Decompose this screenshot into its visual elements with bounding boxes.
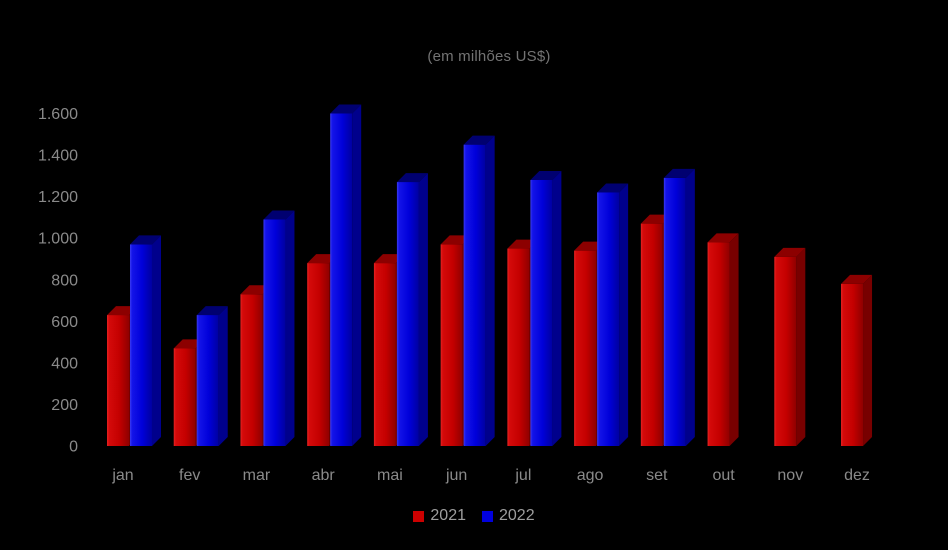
x-tick-label: ago	[577, 467, 604, 484]
y-tick-label: 800	[51, 272, 78, 289]
x-tick-label: mai	[377, 467, 403, 484]
bar-top-2021-nov	[774, 247, 806, 257]
x-tick-label: mar	[243, 467, 271, 484]
bar-top-2022-mai	[396, 173, 428, 183]
bar-top-2021-dez	[841, 274, 873, 284]
y-tick-label: 400	[51, 355, 78, 372]
bar-2022-jun	[463, 144, 486, 446]
x-tick-label: jun	[445, 467, 467, 484]
bar-side-2022-set	[685, 168, 695, 446]
legend: 2021 2022	[0, 507, 948, 525]
bar-2021-abr	[307, 263, 330, 446]
bar-top-2021-out	[707, 233, 739, 243]
y-tick-label: 600	[51, 314, 78, 331]
bars	[107, 104, 873, 446]
bar-top-2022-jul	[530, 171, 562, 180]
bar-2022-abr	[330, 113, 353, 446]
legend-label-2022: 2022	[499, 507, 535, 524]
bar-top-2022-abr	[330, 104, 362, 114]
bar-2022-set	[663, 177, 686, 446]
bar-side-2021-nov	[796, 247, 806, 446]
axis-labels: 0 200 400 600 800 1.000 1.200 1.400 1.600 jan fev m…	[38, 106, 870, 484]
bar-2021-nov	[774, 256, 797, 446]
y-tick-label: 1.200	[38, 189, 78, 206]
x-tick-label: out	[712, 467, 735, 484]
x-tick-label: set	[646, 467, 668, 484]
bar-side-2022-jun	[485, 135, 495, 446]
y-tick-label: 200	[51, 397, 78, 414]
bar-side-2022-abr	[352, 104, 362, 446]
bar-2021-ago	[574, 250, 597, 446]
bar-2022-jul	[530, 180, 553, 446]
bar-side-2022-fev	[218, 306, 228, 446]
legend-label-2021: 2021	[430, 507, 466, 524]
x-tick-label: abr	[312, 467, 336, 484]
y-tick-label: 1.600	[38, 106, 78, 123]
bar-2022-mar	[263, 219, 286, 446]
bar-2021-jun	[440, 244, 463, 446]
bar-2021-mar	[240, 294, 263, 446]
bar-2021-mai	[373, 263, 396, 446]
bar-side-2022-mai	[418, 173, 428, 446]
x-tick-label: fev	[179, 467, 200, 484]
bar-side-2022-ago	[619, 183, 629, 446]
bar-side-2021-dez	[863, 274, 873, 446]
bar-side-2022-jan	[152, 235, 161, 446]
bar-top-2022-jan	[130, 235, 161, 245]
bar-top-2022-fev	[196, 306, 228, 316]
bar-2022-fev	[196, 315, 219, 446]
y-tick-label: 0	[69, 439, 78, 456]
legend-item-2021: 2021	[413, 507, 466, 525]
legend-swatch-2022	[482, 510, 493, 522]
bar-side-2021-out	[729, 233, 739, 446]
y-tick-label: 1.000	[38, 231, 78, 248]
bar-top-2022-jun	[463, 135, 495, 145]
x-tick-label: nov	[777, 467, 803, 484]
legend-swatch-2021	[413, 510, 425, 522]
x-tick-label: jan	[111, 467, 133, 484]
bar-2021-out	[707, 242, 730, 446]
bar-2022-mai	[396, 182, 419, 446]
bar-2021-dez	[841, 283, 864, 446]
bar-2022-jan	[130, 244, 152, 446]
bar-side-2022-mar	[285, 210, 295, 446]
legend-item-2022: 2022	[482, 507, 535, 525]
x-tick-label: dez	[844, 467, 870, 484]
bar-2021-set	[640, 223, 663, 446]
y-tick-label: 1.400	[38, 148, 78, 165]
bar-2021-jan	[107, 315, 129, 446]
bar-top-2022-mar	[263, 210, 295, 220]
bar-side-2022-jul	[552, 171, 562, 446]
bar-top-2022-set	[663, 168, 695, 178]
bar-2022-ago	[597, 192, 620, 446]
bar-2021-fev	[173, 348, 196, 446]
chart-title: (em milhões US$)	[427, 48, 551, 65]
x-tick-label: jul	[514, 467, 531, 484]
bar-top-2022-ago	[597, 183, 629, 193]
bar-2021-jul	[507, 248, 530, 446]
